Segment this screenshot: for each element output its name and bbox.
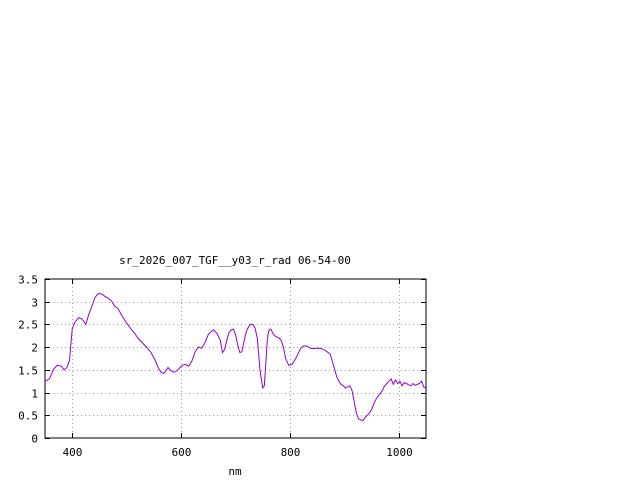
- y-tick-label: 3: [31, 297, 38, 310]
- y-tick-label: 1: [31, 388, 38, 401]
- axis-ticks: [45, 279, 426, 439]
- y-tick-label: 2: [31, 342, 38, 355]
- x-tick-label: 400: [63, 446, 83, 459]
- plot-frame: [44, 278, 427, 439]
- grid-lines: [45, 279, 426, 438]
- x-axis-label: nm: [228, 465, 242, 478]
- y-tick-label: 3.5: [18, 274, 38, 287]
- y-tick-label: 2.5: [18, 319, 38, 332]
- chart-title: sr_2026_007_TGF__y03_r_rad 06-54-00: [119, 254, 351, 267]
- series-line: [44, 292, 427, 422]
- y-tick-label: 0: [31, 433, 38, 446]
- x-tick-label: 600: [172, 446, 192, 459]
- y-tick-label: 1.5: [18, 365, 38, 378]
- x-tick-labels: 400 600 800 1000: [63, 446, 413, 459]
- x-tick-label: 1000: [386, 446, 413, 459]
- y-tick-labels: 0 0.5 1 1.5 2 2.5 3 3.5: [18, 274, 38, 446]
- x-tick-label: 800: [281, 446, 301, 459]
- y-tick-label: 0.5: [18, 410, 38, 423]
